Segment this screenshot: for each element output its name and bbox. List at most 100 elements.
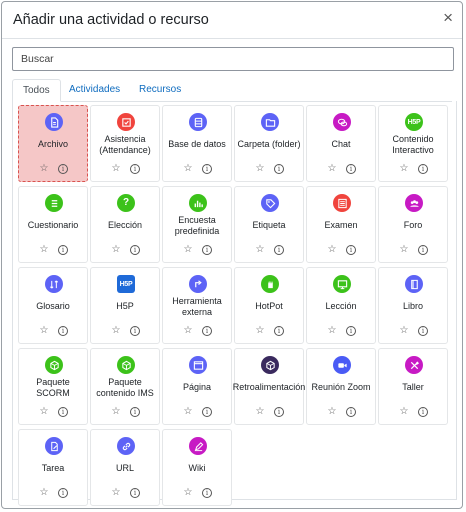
star-icon[interactable]: ☆ xyxy=(327,163,337,174)
tab-resources[interactable]: Recursos xyxy=(139,84,182,95)
module-card[interactable]: Lección ☆ i xyxy=(306,267,376,344)
info-icon[interactable]: i xyxy=(346,407,356,417)
star-icon[interactable]: ☆ xyxy=(399,325,409,336)
module-card[interactable]: H5P Contenido Interactivo ☆ i xyxy=(378,105,448,182)
info-icon[interactable]: i xyxy=(418,407,428,417)
star-icon[interactable]: ☆ xyxy=(111,163,121,174)
info-icon[interactable]: i xyxy=(274,407,284,417)
module-card[interactable]: Cuestionario ☆ i xyxy=(18,186,88,263)
scorm-icon xyxy=(45,356,63,374)
star-icon[interactable]: ☆ xyxy=(111,406,121,417)
info-icon[interactable]: i xyxy=(130,164,140,174)
info-icon[interactable]: i xyxy=(274,326,284,336)
star-icon[interactable]: ☆ xyxy=(111,487,121,498)
info-icon[interactable]: i xyxy=(58,488,68,498)
module-card[interactable]: Glosario ☆ i xyxy=(18,267,88,344)
survey-icon xyxy=(189,194,207,212)
module-card[interactable]: Paquete contenido IMS ☆ i xyxy=(90,348,160,425)
star-icon[interactable]: ☆ xyxy=(399,406,409,417)
module-label: Base de datos xyxy=(168,139,226,150)
info-icon[interactable]: i xyxy=(274,245,284,255)
info-icon[interactable]: i xyxy=(346,245,356,255)
module-card[interactable]: URL ☆ i xyxy=(90,429,160,506)
info-icon[interactable]: i xyxy=(58,164,68,174)
module-card[interactable]: Examen ☆ i xyxy=(306,186,376,263)
close-icon[interactable]: × xyxy=(443,8,453,27)
info-icon[interactable]: i xyxy=(202,164,212,174)
module-card[interactable]: Encuesta predefinida ☆ i xyxy=(162,186,232,263)
star-icon[interactable]: ☆ xyxy=(183,406,193,417)
module-card[interactable]: Tarea ☆ i xyxy=(18,429,88,506)
star-icon[interactable]: ☆ xyxy=(255,406,265,417)
star-icon[interactable]: ☆ xyxy=(39,487,49,498)
tab-bar: Todos Actividades Recursos xyxy=(12,79,452,102)
star-icon[interactable]: ☆ xyxy=(39,244,49,255)
external-tool-icon xyxy=(189,275,207,293)
module-card[interactable]: ? Elección ☆ i xyxy=(90,186,160,263)
module-card[interactable]: Paquete SCORM ☆ i xyxy=(18,348,88,425)
module-card[interactable]: Base de datos ☆ i xyxy=(162,105,232,182)
info-icon[interactable]: i xyxy=(346,326,356,336)
info-icon[interactable]: i xyxy=(202,488,212,498)
module-card[interactable]: Wiki ☆ i xyxy=(162,429,232,506)
module-card[interactable]: HotPot ☆ i xyxy=(234,267,304,344)
dialog-header: Añadir una actividad o recurso × xyxy=(2,2,462,39)
module-actions: ☆ i xyxy=(235,326,303,338)
star-icon[interactable]: ☆ xyxy=(183,163,193,174)
module-card[interactable]: Reunión Zoom ☆ i xyxy=(306,348,376,425)
module-card[interactable]: Retroalimentación ☆ i xyxy=(233,348,305,425)
module-actions: ☆ i xyxy=(235,164,303,176)
info-icon[interactable]: i xyxy=(202,407,212,417)
info-icon[interactable]: i xyxy=(418,326,428,336)
star-icon[interactable]: ☆ xyxy=(399,163,409,174)
module-card[interactable]: Asistencia (Attendance) ☆ i xyxy=(90,105,160,182)
tab-all[interactable]: Todos xyxy=(12,79,61,102)
module-card[interactable]: Herramienta externa ☆ i xyxy=(162,267,232,344)
star-icon[interactable]: ☆ xyxy=(111,244,121,255)
star-icon[interactable]: ☆ xyxy=(399,244,409,255)
star-icon[interactable]: ☆ xyxy=(39,406,49,417)
search-input[interactable] xyxy=(12,47,454,71)
module-actions: ☆ i xyxy=(19,164,87,176)
module-card[interactable]: Foro ☆ i xyxy=(378,186,448,263)
star-icon[interactable]: ☆ xyxy=(39,163,49,174)
star-icon[interactable]: ☆ xyxy=(111,325,121,336)
info-icon[interactable]: i xyxy=(418,164,428,174)
star-icon[interactable]: ☆ xyxy=(183,487,193,498)
info-icon[interactable]: i xyxy=(130,407,140,417)
star-icon[interactable]: ☆ xyxy=(183,244,193,255)
module-label: Carpeta (folder) xyxy=(237,139,301,150)
info-icon[interactable]: i xyxy=(202,326,212,336)
info-icon[interactable]: i xyxy=(130,245,140,255)
module-card[interactable]: Página ☆ i xyxy=(162,348,232,425)
star-icon[interactable]: ☆ xyxy=(183,325,193,336)
info-icon[interactable]: i xyxy=(130,488,140,498)
tab-activities[interactable]: Actividades xyxy=(69,84,121,95)
info-icon[interactable]: i xyxy=(274,164,284,174)
module-card[interactable]: Libro ☆ i xyxy=(378,267,448,344)
info-icon[interactable]: i xyxy=(58,245,68,255)
star-icon[interactable]: ☆ xyxy=(255,244,265,255)
info-icon[interactable]: i xyxy=(130,326,140,336)
info-icon[interactable]: i xyxy=(202,245,212,255)
star-icon[interactable]: ☆ xyxy=(327,244,337,255)
module-card[interactable]: Carpeta (folder) ☆ i xyxy=(234,105,304,182)
star-icon[interactable]: ☆ xyxy=(39,325,49,336)
star-icon[interactable]: ☆ xyxy=(327,406,337,417)
module-card[interactable]: Chat ☆ i xyxy=(306,105,376,182)
module-card[interactable]: H5P H5P ☆ i xyxy=(90,267,160,344)
module-card[interactable]: Taller ☆ i xyxy=(378,348,448,425)
star-icon[interactable]: ☆ xyxy=(255,325,265,336)
star-icon[interactable]: ☆ xyxy=(327,325,337,336)
module-card[interactable]: Archivo ☆ i xyxy=(18,105,88,182)
info-icon[interactable]: i xyxy=(58,326,68,336)
star-icon[interactable]: ☆ xyxy=(255,163,265,174)
module-label: Encuesta predefinida xyxy=(174,214,220,237)
module-actions: ☆ i xyxy=(163,488,231,500)
info-icon[interactable]: i xyxy=(346,164,356,174)
info-icon[interactable]: i xyxy=(418,245,428,255)
module-card[interactable]: Etiqueta ☆ i xyxy=(234,186,304,263)
module-label: Herramienta externa xyxy=(172,295,222,318)
info-icon[interactable]: i xyxy=(58,407,68,417)
